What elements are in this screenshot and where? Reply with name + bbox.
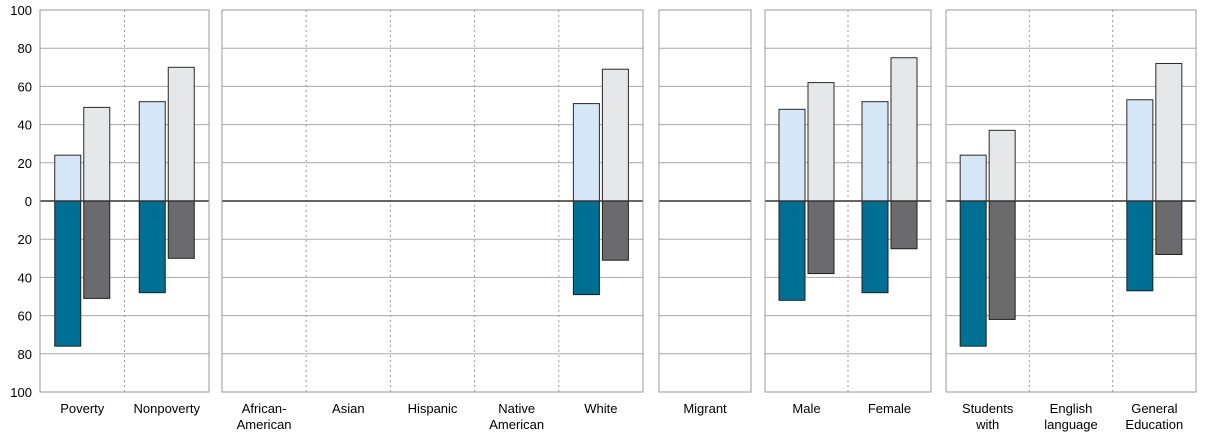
category-label: Male (792, 401, 820, 416)
category-label: English language (1044, 401, 1098, 432)
category-label: Native American (489, 401, 544, 432)
category-label-line: English (1050, 401, 1093, 416)
y-tick-label: 80 (18, 347, 32, 362)
category-label-line: Migrant (683, 401, 727, 416)
category-label: Poverty (60, 401, 105, 416)
category-label-line: Education (1125, 417, 1183, 432)
bar-series-b-bottom (807, 200, 835, 275)
category-label: Hispanic (408, 401, 458, 416)
bar-series-a-bottom (54, 200, 82, 347)
category-label-line: African- (242, 401, 287, 416)
category-label-line: American (489, 417, 544, 432)
category-label: Migrant (683, 401, 727, 416)
y-tick-label: 20 (18, 232, 32, 247)
bar-series-b-top (83, 106, 111, 202)
category-label-line: Students (962, 401, 1014, 416)
bar-series-b-top (890, 57, 918, 202)
category-label-line: White (584, 401, 617, 416)
bar-series-b-bottom (601, 200, 629, 261)
panel-frame (764, 9, 932, 393)
category-label: African-American (237, 401, 292, 432)
bar-series-a-bottom (861, 200, 889, 294)
bar-series-a-bottom (572, 200, 600, 296)
bar-series-b-bottom (890, 200, 918, 250)
panel-frame (221, 9, 644, 393)
y-tick-label: 60 (18, 309, 32, 324)
bar-series-a-top (54, 154, 82, 202)
bar-series-b-top (167, 66, 195, 202)
bar-series-a-bottom (138, 200, 166, 294)
category-label-line: Female (868, 401, 911, 416)
y-tick-label: 20 (18, 156, 32, 171)
y-tick-label: 100 (10, 385, 32, 400)
bar-series-b-top (1155, 62, 1183, 202)
bar-series-a-bottom (959, 200, 987, 347)
category-label-line: Asian (332, 401, 365, 416)
category-label-line: Nonpoverty (134, 401, 201, 416)
bar-series-b-bottom (988, 200, 1016, 320)
bar-series-a-bottom (778, 200, 806, 301)
bar-series-b-top (988, 129, 1016, 202)
bar-series-b-bottom (83, 200, 111, 299)
panel-frame (658, 9, 752, 393)
category-label-line: General (1131, 401, 1177, 416)
category-label: Female (868, 401, 911, 416)
y-tick-label: 80 (18, 41, 32, 56)
category-label: General Education (1125, 401, 1183, 432)
y-tick-label: 40 (18, 118, 32, 133)
y-tick-label: 100 (10, 3, 32, 18)
category-label-line: language (1044, 417, 1098, 432)
category-label-line: with (975, 417, 999, 432)
bar-series-b-bottom (167, 200, 195, 259)
bar-series-a-top (778, 108, 806, 202)
panel-frame (945, 9, 1197, 393)
category-label-line: Poverty (60, 401, 105, 416)
category-label: Students with (962, 401, 1014, 432)
bar-series-b-bottom (1155, 200, 1183, 255)
category-label-line: Native (498, 401, 535, 416)
bar-series-a-bottom (1126, 200, 1154, 292)
category-label: Asian (332, 401, 365, 416)
bar-series-a-top (572, 103, 600, 202)
y-tick-label: 0 (25, 194, 32, 209)
category-label: Nonpoverty (134, 401, 201, 416)
bar-series-b-top (807, 82, 835, 202)
bar-series-a-top (959, 154, 987, 202)
category-label-line: American (237, 417, 292, 432)
category-label-line: Hispanic (408, 401, 458, 416)
bar-series-b-top (601, 68, 629, 202)
panel-frame (39, 9, 210, 393)
y-tick-label: 60 (18, 79, 32, 94)
y-tick-label: 40 (18, 270, 32, 285)
bar-series-a-top (1126, 99, 1154, 202)
bar-series-a-top (138, 101, 166, 202)
category-label: White (584, 401, 617, 416)
bar-series-a-top (861, 101, 889, 202)
category-label-line: Male (792, 401, 820, 416)
